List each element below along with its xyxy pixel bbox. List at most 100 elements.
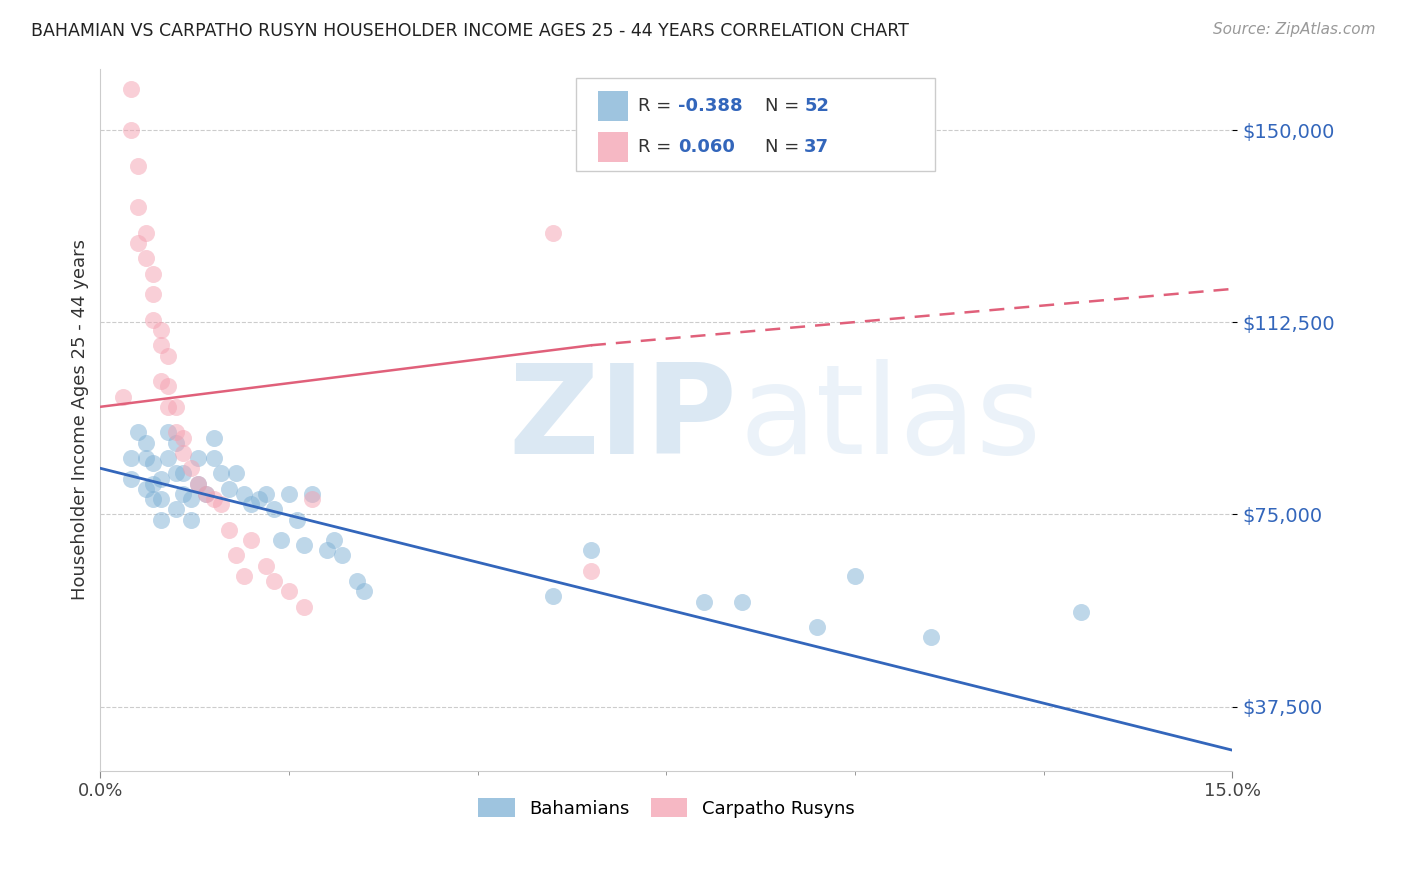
Point [254, 487, 277, 501]
Point [135, 435, 157, 450]
Point [301, 491, 323, 506]
Text: 0.060: 0.060 [678, 138, 734, 156]
Point [292, 538, 315, 552]
Point [172, 487, 194, 501]
Point [111, 390, 134, 404]
Text: atlas: atlas [740, 359, 1042, 480]
Point [247, 491, 270, 506]
Point [165, 425, 187, 440]
Text: 37: 37 [804, 138, 830, 156]
Text: 52: 52 [804, 97, 830, 115]
Point [135, 226, 157, 240]
Point [149, 323, 172, 337]
Point [278, 584, 301, 599]
Point [120, 82, 142, 96]
Point [806, 620, 828, 634]
Point [541, 590, 564, 604]
Point [187, 476, 209, 491]
Text: ZIP: ZIP [508, 359, 737, 480]
Point [165, 502, 187, 516]
Point [541, 226, 564, 240]
Point [323, 533, 346, 547]
Point [254, 558, 277, 573]
Point [330, 549, 353, 563]
Point [1070, 605, 1092, 619]
Point [225, 467, 247, 481]
Point [920, 631, 942, 645]
Point [135, 251, 157, 265]
Point [157, 349, 180, 363]
Point [127, 425, 149, 440]
Point [142, 287, 165, 301]
Point [127, 159, 149, 173]
Point [292, 599, 315, 614]
Point [165, 467, 187, 481]
Point [315, 543, 337, 558]
Point [165, 435, 187, 450]
Point [232, 569, 254, 583]
Point [127, 235, 149, 250]
Point [209, 497, 232, 511]
Text: Source: ZipAtlas.com: Source: ZipAtlas.com [1212, 22, 1375, 37]
Point [202, 451, 225, 466]
Point [693, 594, 716, 608]
Point [195, 487, 218, 501]
Point [172, 446, 194, 460]
Point [157, 400, 180, 414]
Point [278, 487, 301, 501]
Point [135, 482, 157, 496]
Point [202, 431, 225, 445]
Point [172, 431, 194, 445]
Point [263, 574, 285, 588]
Point [120, 471, 142, 485]
Point [120, 123, 142, 137]
Point [142, 491, 165, 506]
Text: N =: N = [765, 138, 804, 156]
Text: R =: R = [638, 138, 678, 156]
Point [579, 543, 602, 558]
Text: R =: R = [638, 97, 678, 115]
Point [301, 487, 323, 501]
Y-axis label: Householder Income Ages 25 - 44 years: Householder Income Ages 25 - 44 years [72, 239, 89, 600]
Point [202, 491, 225, 506]
Point [135, 451, 157, 466]
Point [142, 456, 165, 470]
Point [225, 549, 247, 563]
Point [218, 523, 240, 537]
Point [142, 476, 165, 491]
Point [187, 451, 209, 466]
Point [187, 476, 209, 491]
Point [240, 533, 263, 547]
Point [157, 379, 180, 393]
Text: N =: N = [765, 97, 804, 115]
Point [195, 487, 218, 501]
Point [218, 482, 240, 496]
Point [165, 400, 187, 414]
Point [270, 533, 292, 547]
Point [285, 512, 308, 526]
Point [127, 200, 149, 214]
Point [180, 491, 202, 506]
Point [149, 471, 172, 485]
Point [180, 461, 202, 475]
Point [120, 451, 142, 466]
Point [180, 512, 202, 526]
Point [157, 451, 180, 466]
Legend: Bahamians, Carpatho Rusyns: Bahamians, Carpatho Rusyns [471, 791, 862, 825]
Point [209, 467, 232, 481]
Point [353, 584, 375, 599]
Text: BAHAMIAN VS CARPATHO RUSYN HOUSEHOLDER INCOME AGES 25 - 44 YEARS CORRELATION CHA: BAHAMIAN VS CARPATHO RUSYN HOUSEHOLDER I… [31, 22, 908, 40]
Point [172, 467, 194, 481]
Point [240, 497, 263, 511]
Point [149, 338, 172, 352]
Point [263, 502, 285, 516]
Point [731, 594, 754, 608]
Point [844, 569, 866, 583]
Point [579, 564, 602, 578]
Point [149, 491, 172, 506]
Point [149, 374, 172, 388]
Point [232, 487, 254, 501]
Point [149, 512, 172, 526]
Text: -0.388: -0.388 [678, 97, 742, 115]
Point [346, 574, 368, 588]
